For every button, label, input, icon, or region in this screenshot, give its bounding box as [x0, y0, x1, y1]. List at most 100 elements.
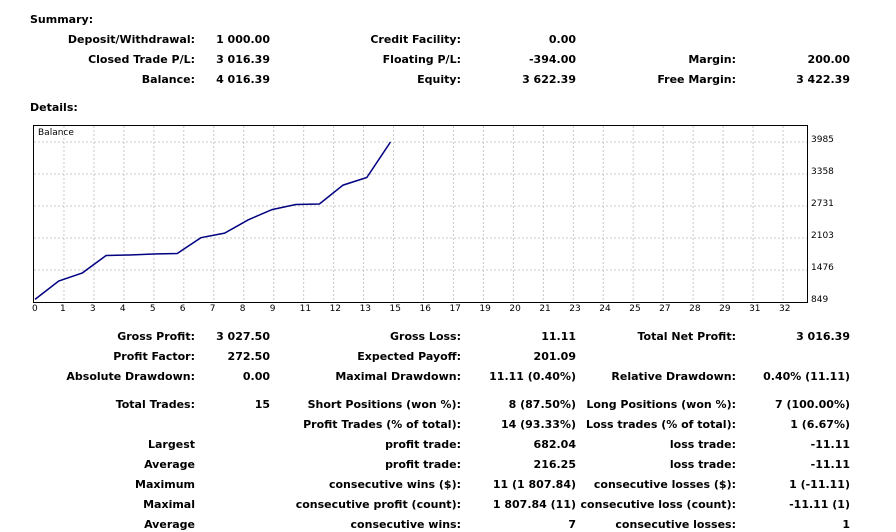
y-tick-label: 3985 — [811, 135, 834, 145]
maximal-profit-value: 1 807.84 (11) — [492, 498, 576, 511]
y-tick-label: 1476 — [811, 263, 834, 273]
maximal-loss-value: -11.11 (1) — [789, 498, 850, 511]
y-tick-label: 3358 — [811, 166, 834, 177]
expected-payoff-label: Expected Payoff: — [357, 350, 461, 363]
y-tick-label: 2731 — [811, 198, 834, 209]
max-cons-losses-label: consecutive losses ($): — [593, 478, 736, 491]
balance-chart-svg — [34, 126, 807, 302]
y-tick-label: 849 — [811, 295, 829, 305]
free-margin-value: 3 422.39 — [796, 73, 850, 86]
relative-drawdown-value: 0.40% (11.11) — [763, 370, 850, 383]
total-net-profit-label: Total Net Profit: — [637, 330, 737, 343]
max-cons-losses-value: 1 (-11.11) — [789, 478, 850, 491]
x-tick-label: 6 — [179, 304, 186, 314]
avg-cons-wins-label: consecutive wins: — [350, 518, 461, 531]
x-tick-label: 16 — [419, 304, 431, 314]
largest-loss-label: loss trade: — [669, 438, 736, 451]
x-tick-label: 24 — [599, 304, 611, 314]
x-tick-label: 5 — [149, 304, 156, 314]
total-net-profit-value: 3 016.39 — [796, 330, 850, 343]
balance-chart — [33, 125, 808, 303]
summary-title: Summary: — [30, 13, 94, 26]
relative-drawdown-label: Relative Drawdown: — [611, 370, 736, 383]
max-cons-wins-label: consecutive wins ($): — [328, 478, 461, 491]
balance-line — [34, 141, 392, 300]
free-margin-label: Free Margin: — [657, 73, 736, 86]
credit-value: 0.00 — [548, 33, 576, 46]
y-tick-label: 2103 — [811, 231, 834, 242]
x-tick-label: 28 — [689, 304, 701, 314]
absolute-drawdown-value: 0.00 — [242, 370, 270, 383]
x-tick-label: 15 — [389, 304, 401, 314]
max-cons-wins-value: 11 (1 807.84) — [492, 478, 576, 491]
details-title: Details: — [30, 101, 78, 114]
x-tick-label: 12 — [329, 304, 342, 314]
gross-profit-value: 3 027.50 — [216, 330, 270, 343]
x-tick-label: 17 — [449, 304, 461, 314]
margin-value: 200.00 — [807, 53, 850, 66]
maximal-label: Maximal — [143, 498, 195, 511]
x-tick-label: 13 — [359, 304, 372, 314]
loss-trades-label: Loss trades (% of total): — [585, 418, 736, 431]
profit-trades-value: 14 (93.33%) — [500, 418, 576, 431]
loss-trades-value: 1 (6.67%) — [790, 418, 850, 431]
x-tick-label: 32 — [779, 304, 791, 314]
average2-label: Average — [144, 518, 195, 531]
long-positions-label: Long Positions (won %): — [586, 398, 736, 411]
largest-profit-label: profit trade: — [385, 438, 461, 451]
x-tick-label: 23 — [569, 304, 581, 314]
avg-cons-losses-value: 1 — [842, 518, 850, 531]
total-trades-label: Total Trades: — [115, 398, 195, 411]
x-tick-label: 1 — [59, 304, 66, 314]
equity-value: 3 622.39 — [522, 73, 576, 86]
maximal-loss-label: consecutive loss (count): — [580, 498, 736, 511]
margin-label: Margin: — [688, 53, 736, 66]
gross-loss-value: 11.11 — [541, 330, 576, 343]
average-loss-label: loss trade: — [669, 458, 736, 471]
long-positions-value: 7 (100.00%) — [774, 398, 850, 411]
balance-label: Balance: — [141, 73, 195, 86]
short-positions-value: 8 (87.50%) — [508, 398, 576, 411]
largest-loss-value: -11.11 — [810, 438, 850, 451]
average-label: Average — [144, 458, 195, 471]
largest-profit-value: 682.04 — [533, 438, 576, 451]
floating-pl-value: -394.00 — [528, 53, 576, 66]
average-profit-value: 216.25 — [533, 458, 576, 471]
short-positions-label: Short Positions (won %): — [307, 398, 461, 411]
x-tick-label: 20 — [509, 304, 521, 314]
largest-label: Largest — [148, 438, 195, 451]
floating-pl-label: Floating P/L: — [382, 53, 461, 66]
closed-pl-label: Closed Trade P/L: — [88, 53, 195, 66]
total-trades-value: 15 — [254, 398, 270, 411]
avg-cons-losses-label: consecutive losses: — [615, 518, 736, 531]
profit-trades-label: Profit Trades (% of total): — [303, 418, 461, 431]
x-tick-label: 8 — [239, 304, 246, 314]
x-tick-label: 21 — [539, 304, 551, 314]
absolute-drawdown-label: Absolute Drawdown: — [66, 370, 195, 383]
gross-loss-label: Gross Loss: — [390, 330, 461, 343]
gross-profit-label: Gross Profit: — [117, 330, 195, 343]
credit-label: Credit Facility: — [370, 33, 461, 46]
profit-factor-value: 272.50 — [227, 350, 270, 363]
profit-factor-label: Profit Factor: — [113, 350, 195, 363]
average-loss-value: -11.11 — [810, 458, 850, 471]
avg-cons-wins-value: 7 — [568, 518, 576, 531]
deposit-label: Deposit/Withdrawal: — [67, 33, 195, 46]
x-tick-label: 9 — [269, 304, 276, 314]
x-tick-label: 27 — [659, 304, 671, 314]
closed-pl-value: 3 016.39 — [216, 53, 270, 66]
x-tick-label: 19 — [479, 304, 491, 314]
balance-value: 4 016.39 — [216, 73, 270, 86]
maximum-label: Maximum — [135, 478, 195, 491]
x-tick-label: 3 — [89, 304, 96, 314]
maximal-profit-label: consecutive profit (count): — [295, 498, 461, 511]
equity-label: Equity: — [417, 73, 461, 86]
x-tick-label: 31 — [749, 304, 761, 314]
maximal-drawdown-value: 11.11 (0.40%) — [489, 370, 576, 383]
x-tick-label: 11 — [299, 304, 312, 314]
average-profit-label: profit trade: — [385, 458, 461, 471]
expected-payoff-value: 201.09 — [533, 350, 576, 363]
deposit-value: 1 000.00 — [216, 33, 270, 46]
maximal-drawdown-label: Maximal Drawdown: — [335, 370, 461, 383]
x-tick-label: 25 — [629, 304, 641, 314]
